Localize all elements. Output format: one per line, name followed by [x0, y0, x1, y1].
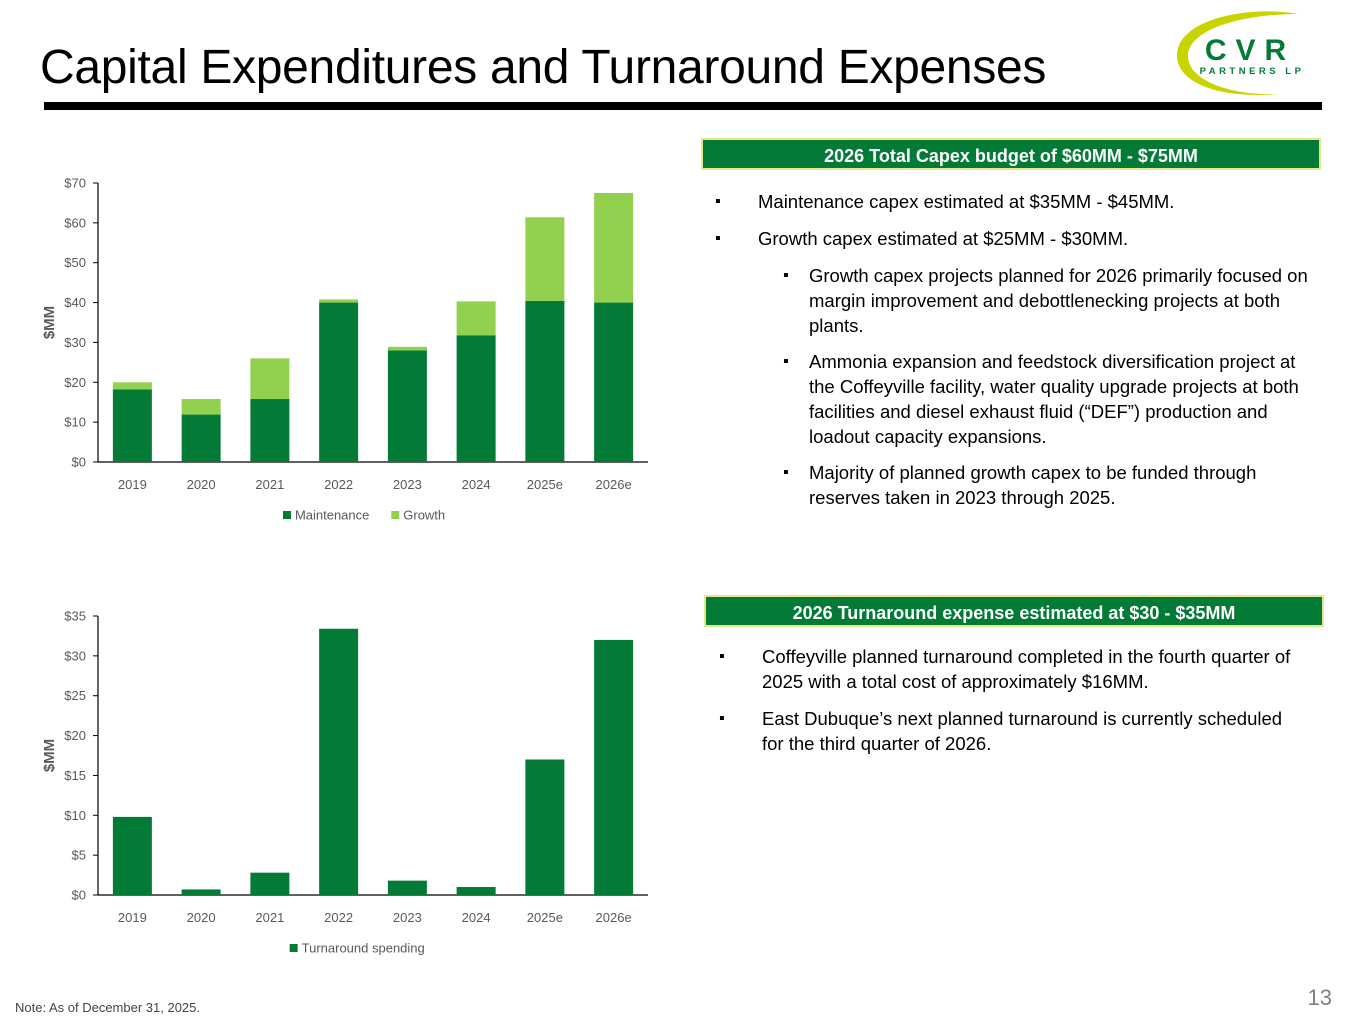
legend-label: Turnaround spending: [302, 941, 425, 956]
footnote: Note: As of December 31, 2025.: [15, 1000, 200, 1015]
bar-growth: [181, 399, 221, 415]
y-tick-label: $20: [64, 375, 86, 390]
bar-maintenance: [112, 389, 152, 462]
bar-turnaround-spending: [387, 880, 427, 895]
y-tick-label: $25: [64, 688, 86, 703]
bar-maintenance: [250, 399, 290, 462]
bar-turnaround-spending: [594, 639, 634, 895]
capex-chart: $0 $10 $20 $30 $40 $50 $60 $70 $MM 2019 2020 2021 20…: [30, 165, 670, 545]
x-tick-label: 2024: [462, 910, 491, 925]
bar-maintenance: [181, 414, 221, 462]
y-tick-label: $35: [64, 609, 86, 624]
x-tick-label: 2021: [255, 477, 284, 492]
x-tick-label: 2020: [187, 910, 216, 925]
bar-growth: [319, 299, 359, 303]
bar-turnaround-spending: [319, 628, 359, 895]
y-tick-label: $0: [72, 455, 86, 470]
x-tick-label: 2023: [393, 910, 422, 925]
bar-maintenance: [456, 335, 496, 462]
y-axis-label: $MM: [41, 306, 58, 339]
x-tick-label: 2025e: [527, 477, 563, 492]
bar-turnaround-spending: [250, 872, 290, 895]
title-rule: [44, 102, 1322, 110]
y-tick-label: $10: [64, 808, 86, 823]
bullet-item: Majority of planned growth capex to be f…: [701, 460, 1321, 510]
x-tick-label: 2024: [462, 477, 491, 492]
x-tick-label: 2022: [324, 910, 353, 925]
legend-label: Growth: [403, 508, 445, 523]
y-tick-label: $10: [64, 415, 86, 430]
bar-maintenance: [319, 302, 359, 462]
y-tick-label: $20: [64, 728, 86, 743]
bar-turnaround-spending: [112, 816, 152, 895]
turnaround-chart: $0 $5 $10 $15 $20 $25 $30 $35 $MM 2019 2020 2021 202…: [30, 598, 670, 978]
bar-growth: [525, 217, 565, 301]
y-tick-label: $50: [64, 255, 86, 270]
logo-main-text: CVR: [1205, 34, 1295, 67]
bar-turnaround-spending: [456, 887, 496, 895]
x-tick-label: 2026e: [596, 477, 632, 492]
legend-label: Maintenance: [295, 508, 369, 523]
bar-maintenance: [525, 300, 565, 462]
x-tick-label: 2019: [118, 477, 147, 492]
bar-maintenance: [387, 350, 427, 462]
bullet-item: Maintenance capex estimated at $35MM - $…: [701, 189, 1321, 214]
bar-turnaround-spending: [181, 889, 221, 895]
y-tick-label: $30: [64, 335, 86, 350]
y-tick-label: $5: [72, 848, 86, 863]
y-tick-label: $70: [64, 176, 86, 191]
bullet-item: Coffeyville planned turnaround completed…: [705, 644, 1305, 694]
page-title: Capital Expenditures and Turnaround Expe…: [40, 41, 1047, 94]
x-tick-label: 2020: [187, 477, 216, 492]
capex-box-header: 2026 Total Capex budget of $60MM - $75MM: [701, 138, 1321, 170]
turnaround-chart-svg: $0 $5 $10 $15 $20 $25 $30 $35 $MM 2019 2020 2021 202…: [41, 609, 648, 956]
y-tick-label: $60: [64, 215, 86, 230]
x-tick-label: 2026e: [596, 910, 632, 925]
x-tick-label: 2021: [255, 910, 284, 925]
x-tick-label: 2025e: [527, 910, 563, 925]
legend-swatch: [289, 944, 298, 952]
legend-swatch: [282, 511, 291, 519]
bar-turnaround-spending: [525, 759, 565, 895]
capex-chart-svg: $0 $10 $20 $30 $40 $50 $60 $70 $MM 2019 2020 2021 20…: [41, 176, 648, 523]
legend-swatch: [391, 511, 400, 519]
x-tick-label: 2019: [118, 910, 147, 925]
page-number: 13: [1307, 985, 1332, 1010]
y-axis-label: $MM: [41, 739, 58, 772]
bullet-item: Growth capex projects planned for 2026 p…: [701, 263, 1321, 338]
bullet-item: Ammonia expansion and feedstock diversif…: [701, 349, 1321, 449]
turnaround-bullets: Coffeyville planned turnaround completed…: [705, 644, 1305, 768]
y-tick-label: $30: [64, 648, 86, 663]
x-tick-label: 2023: [393, 477, 422, 492]
bar-growth: [456, 301, 496, 336]
y-tick-label: $0: [72, 888, 86, 903]
bullet-item: East Dubuque’s next planned turnaround i…: [705, 706, 1305, 756]
x-tick-label: 2022: [324, 477, 353, 492]
turnaround-box-header: 2026 Turnaround expense estimated at $30…: [704, 595, 1324, 627]
bar-growth: [594, 192, 634, 303]
bar-growth: [387, 346, 427, 351]
y-tick-label: $15: [64, 768, 86, 783]
company-logo: CVR PARTNERS LP: [1170, 8, 1320, 100]
bar-growth: [250, 358, 290, 400]
bar-growth: [112, 382, 152, 390]
bullet-item: Growth capex estimated at $25MM - $30MM.: [701, 226, 1321, 251]
capex-bullets: Maintenance capex estimated at $35MM - $…: [701, 189, 1321, 521]
y-tick-label: $40: [64, 295, 86, 310]
logo-sub-text: PARTNERS LP: [1200, 66, 1305, 77]
bar-maintenance: [594, 302, 634, 462]
